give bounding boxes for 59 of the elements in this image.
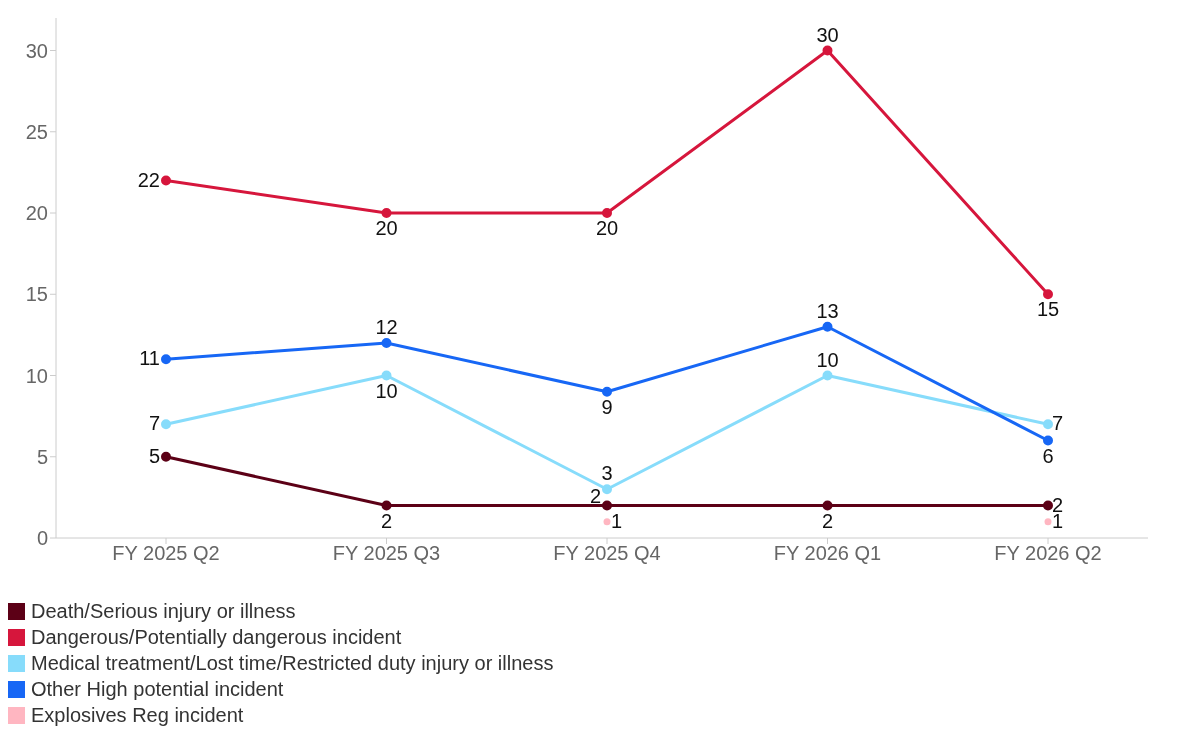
- data-label: 15: [1036, 298, 1060, 321]
- point: [381, 370, 392, 381]
- point: [381, 500, 392, 511]
- data-label: 2: [589, 484, 601, 507]
- point: [822, 500, 833, 511]
- data-label: 2: [380, 509, 393, 532]
- y-tick-label: 10: [25, 364, 48, 387]
- y-tick-label: 30: [25, 39, 48, 62]
- data-label: 10: [375, 379, 398, 402]
- legend-label: Medical treatment/Lost time/Restricted duty injury or illness: [31, 651, 554, 675]
- point: [602, 484, 612, 495]
- point: [1043, 500, 1053, 511]
- data-label: 11: [139, 347, 160, 370]
- y-tick-label: 5: [36, 445, 48, 468]
- legend-label: Dangerous/Potentially dangerous incident: [31, 625, 402, 649]
- y-tick-label: 0: [36, 527, 48, 550]
- legend-label: Death/Serious injury or illness: [31, 599, 296, 623]
- x-tick-label: FY 2025 Q4: [553, 542, 661, 565]
- y-tick-label: 25: [25, 120, 48, 143]
- point: [602, 208, 612, 218]
- y-tick-label: 15: [25, 283, 48, 306]
- point: [602, 500, 612, 511]
- data-label: 1: [611, 509, 623, 532]
- data-label: 30: [816, 23, 839, 46]
- data-label: 7: [1052, 412, 1064, 435]
- point: [822, 45, 833, 56]
- legend-label: Explosives Reg incident: [31, 703, 244, 727]
- point: [822, 321, 833, 332]
- point: [161, 419, 171, 430]
- data-label: 20: [375, 217, 398, 239]
- x-tick-label: FY 2026 Q1: [773, 542, 882, 565]
- point: [161, 354, 171, 365]
- data-label: 7: [148, 412, 160, 435]
- point: [602, 386, 612, 397]
- x-tick-label: FY 2025 Q3: [332, 542, 441, 565]
- data-label: 22: [137, 168, 160, 191]
- point: [1043, 289, 1053, 300]
- point: [1044, 518, 1052, 526]
- data-label: 13: [816, 299, 839, 322]
- point: [381, 208, 392, 218]
- data-label: 20: [595, 217, 619, 239]
- point: [161, 175, 171, 186]
- data-label: 12: [375, 316, 398, 338]
- x-tick-label: FY 2026 Q2: [994, 542, 1102, 565]
- point: [1043, 419, 1053, 430]
- data-label: 6: [1042, 444, 1054, 467]
- point: [381, 338, 392, 348]
- data-label: 5: [148, 444, 160, 467]
- data-label: 2: [821, 509, 834, 532]
- legend-label: Other High potential incident: [31, 677, 284, 701]
- point: [161, 451, 171, 462]
- x-tick-label: FY 2025 Q2: [112, 542, 220, 565]
- point: [603, 518, 611, 526]
- y-tick-label: 20: [25, 202, 48, 225]
- point: [822, 370, 833, 381]
- data-label: 10: [816, 348, 839, 371]
- data-label: 9: [601, 395, 613, 418]
- data-label: 3: [601, 462, 613, 485]
- point: [1043, 435, 1053, 446]
